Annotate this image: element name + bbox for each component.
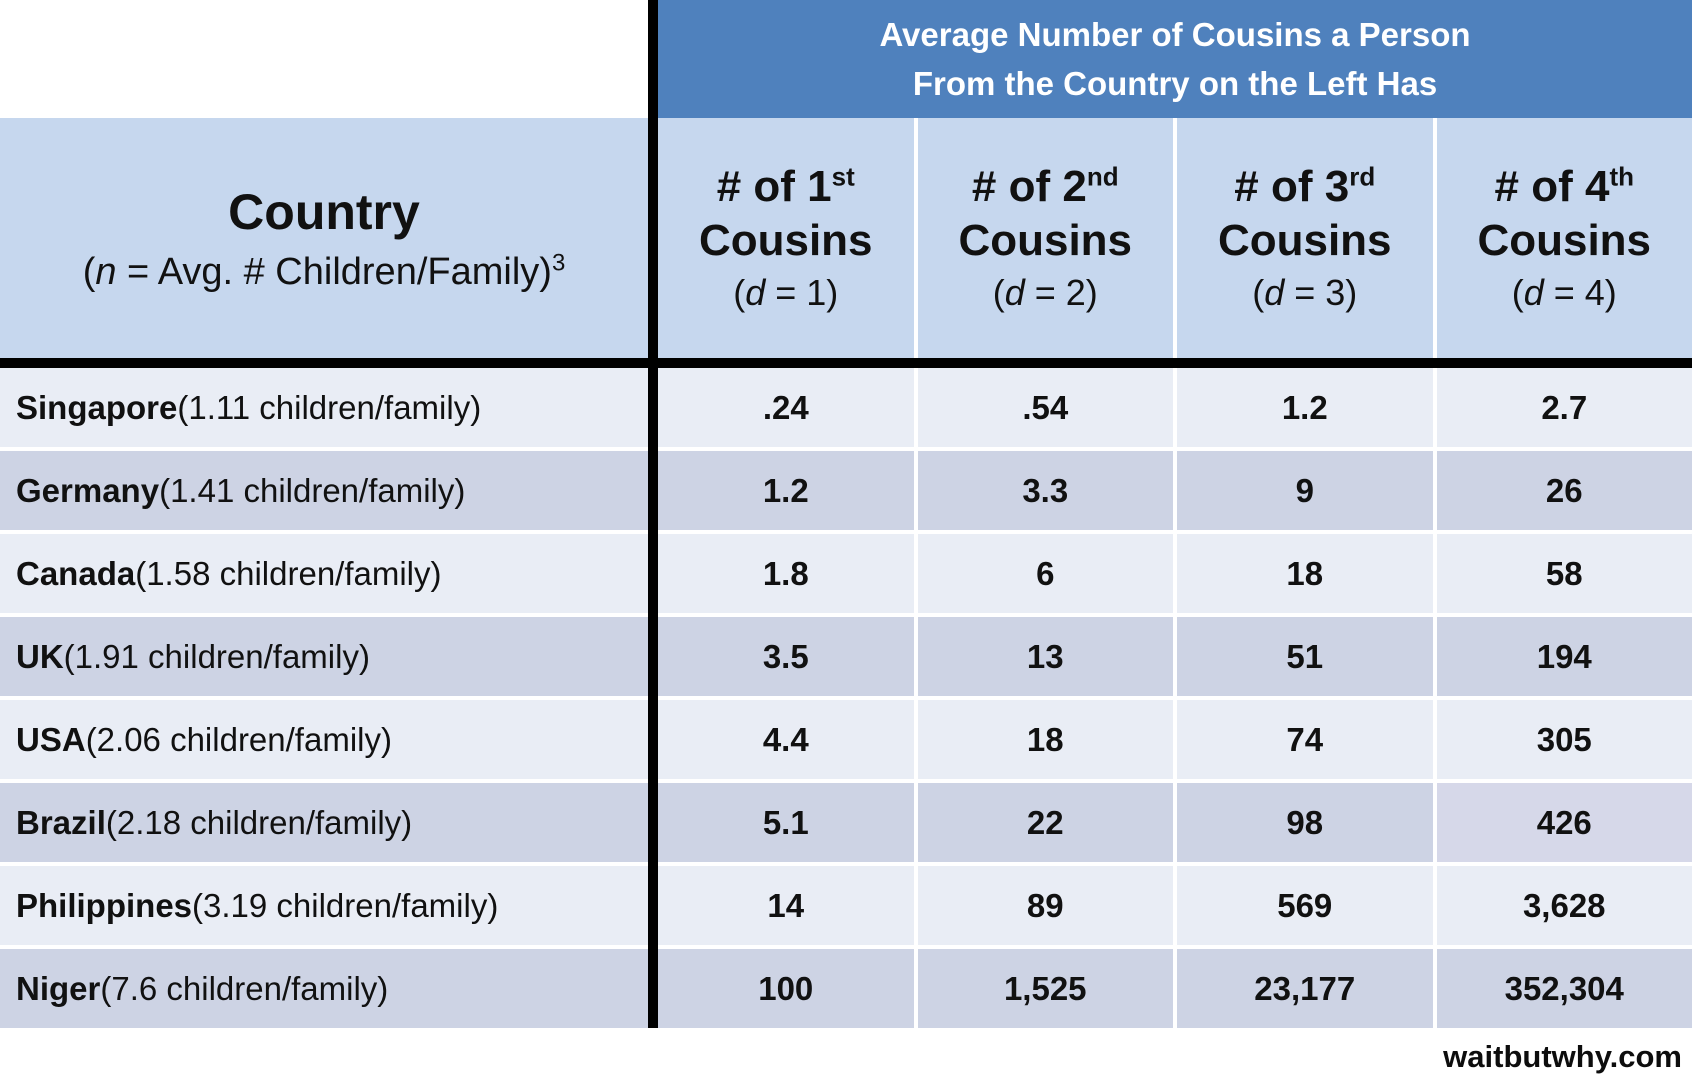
column-header-2nd-cousins: # of 2nd Cousins (d = 2) — [917, 118, 1173, 358]
value-cell: 3.5 — [658, 617, 914, 696]
value-cell: 14 — [658, 866, 914, 945]
table-row-canada: Canada (1.58 children/family) 1.8 6 18 5… — [0, 534, 1692, 613]
value-cell: 194 — [1436, 617, 1692, 696]
banner-left-spacer — [0, 0, 648, 118]
column-header-1st-cousins: # of 1st Cousins (d = 1) — [658, 118, 914, 358]
value-cell: 23,177 — [1177, 949, 1433, 1028]
table-row-brazil: Brazil (2.18 children/family) 5.1 22 98 … — [0, 783, 1692, 862]
country-cell: Philippines (3.19 children/family) — [0, 866, 648, 945]
value-cell: 2.7 — [1436, 368, 1692, 447]
column-header-3rd-cousins: # of 3rd Cousins (d = 3) — [1177, 118, 1433, 358]
value-cell: 58 — [1436, 534, 1692, 613]
horizontal-divider — [0, 358, 1692, 368]
value-cell: 426 — [1436, 783, 1692, 862]
country-cell: Singapore (1.11 children/family) — [0, 368, 648, 447]
value-cell: 74 — [1177, 700, 1433, 779]
banner-line-1: Average Number of Cousins a Person — [879, 15, 1471, 53]
table-row-uk: UK (1.91 children/family) 3.5 13 51 194 — [0, 617, 1692, 696]
cousin-column-headers: # of 1st Cousins (d = 1) # of 2nd Cousin… — [658, 118, 1692, 358]
site-attribution: waitbutwhy.com — [1443, 1039, 1682, 1074]
value-cell: 1,525 — [917, 949, 1173, 1028]
value-cell: 305 — [1436, 700, 1692, 779]
value-cell: 18 — [1177, 534, 1433, 613]
value-cell: 26 — [1436, 451, 1692, 530]
value-cell: 1.8 — [658, 534, 914, 613]
country-cell: Canada (1.58 children/family) — [0, 534, 648, 613]
value-cell: .24 — [658, 368, 914, 447]
header-row: Country (n = Avg. # Children/Family)3 # … — [0, 118, 1692, 358]
table-title-banner: Average Number of Cousins a Person From … — [658, 0, 1692, 118]
value-cell: 22 — [917, 783, 1173, 862]
value-cell: .54 — [917, 368, 1173, 447]
value-cell: 3.3 — [917, 451, 1173, 530]
value-cell: 1.2 — [658, 451, 914, 530]
country-header-title: Country — [228, 183, 420, 240]
country-cell: Brazil (2.18 children/family) — [0, 783, 648, 862]
banner-row: Average Number of Cousins a Person From … — [0, 0, 1692, 118]
country-cell: UK (1.91 children/family) — [0, 617, 648, 696]
column-header-4th-cousins: # of 4th Cousins (d = 4) — [1436, 118, 1692, 358]
country-cell: USA (2.06 children/family) — [0, 700, 648, 779]
value-cell: 569 — [1177, 866, 1433, 945]
value-cell: 4.4 — [658, 700, 914, 779]
table-body: Singapore (1.11 children/family) .24 .54… — [0, 368, 1692, 1028]
banner-line-2: From the Country on the Left Has — [912, 65, 1438, 102]
value-cell: 9 — [1177, 451, 1433, 530]
table-row-niger: Niger (7.6 children/family) 100 1,525 23… — [0, 949, 1692, 1028]
value-cell: 5.1 — [658, 783, 914, 862]
table-row-philippines: Philippines (3.19 children/family) 14 89… — [0, 866, 1692, 945]
vertical-divider — [648, 0, 658, 1028]
country-cell: Niger (7.6 children/family) — [0, 949, 648, 1028]
value-cell: 98 — [1177, 783, 1433, 862]
value-cell: 89 — [917, 866, 1173, 945]
value-cell: 100 — [658, 949, 914, 1028]
country-cell: Germany (1.41 children/family) — [0, 451, 648, 530]
value-cell: 6 — [917, 534, 1173, 613]
value-cell: 18 — [917, 700, 1173, 779]
value-cell: 3,628 — [1436, 866, 1692, 945]
value-cell: 51 — [1177, 617, 1433, 696]
table-row-germany: Germany (1.41 children/family) 1.2 3.3 9… — [0, 451, 1692, 530]
table-row-usa: USA (2.06 children/family) 4.4 18 74 305 — [0, 700, 1692, 779]
table-row-singapore: Singapore (1.11 children/family) .24 .54… — [0, 368, 1692, 447]
value-cell: 1.2 — [1177, 368, 1433, 447]
country-header-subtitle: (n = Avg. # Children/Family)3 — [82, 248, 566, 293]
value-cell: 352,304 — [1436, 949, 1692, 1028]
footer: waitbutwhy.com — [0, 1028, 1692, 1078]
value-cell: 13 — [917, 617, 1173, 696]
country-column-header: Country (n = Avg. # Children/Family)3 — [0, 118, 648, 358]
